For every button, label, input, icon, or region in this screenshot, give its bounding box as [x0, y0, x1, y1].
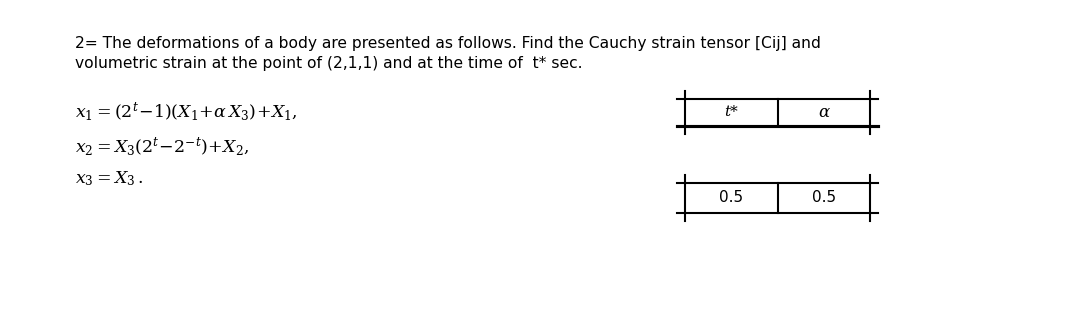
Text: α: α [819, 104, 829, 121]
Text: 0.5: 0.5 [719, 191, 743, 206]
Text: $x_3 = X_3\,.$: $x_3 = X_3\,.$ [75, 169, 144, 188]
Text: 0.5: 0.5 [812, 191, 836, 206]
Text: $x_1 =(2^t\!-\!1)(X_1\!+\!\alpha \, X_3)\!+\!X_1,$: $x_1 =(2^t\!-\!1)(X_1\!+\!\alpha \, X_3)… [75, 101, 298, 123]
Text: $x_2 = X_3(2^t\!-\!2^{-t})\!+\!X_2,$: $x_2 = X_3(2^t\!-\!2^{-t})\!+\!X_2,$ [75, 136, 249, 158]
Text: volumetric strain at the point of (2,1,1) and at the time of  t* sec.: volumetric strain at the point of (2,1,1… [75, 56, 582, 71]
Text: 2= The deformations of a body are presented as follows. Find the Cauchy strain t: 2= The deformations of a body are presen… [75, 36, 821, 51]
Text: t*: t* [725, 106, 738, 119]
